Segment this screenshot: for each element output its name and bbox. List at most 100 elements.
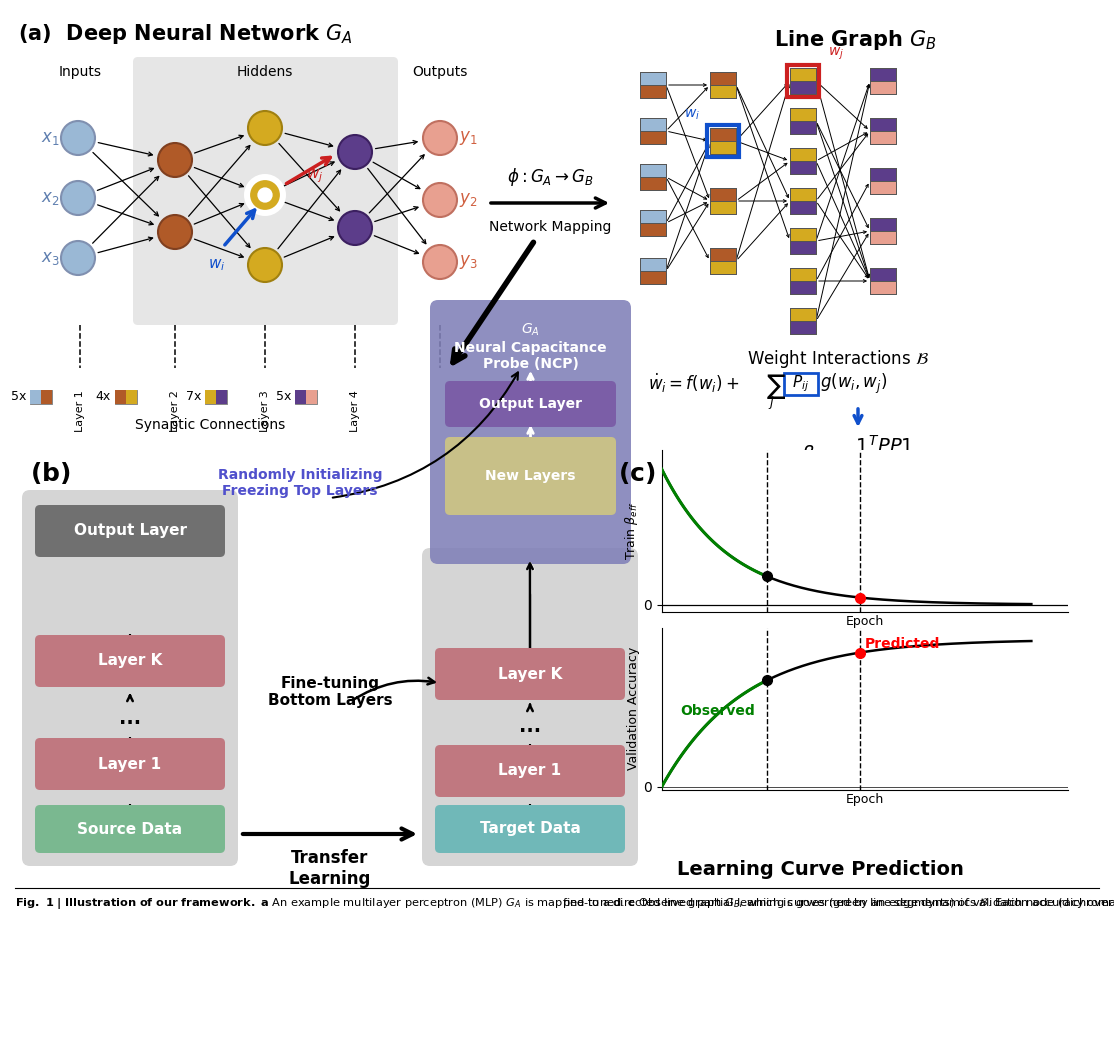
Bar [790, 81, 815, 94]
Bar [641, 131, 666, 144]
Bar [710, 72, 736, 98]
Bar [790, 268, 815, 294]
Text: $y_3$: $y_3$ [459, 253, 478, 271]
Bar [641, 177, 666, 190]
Bar [641, 258, 666, 285]
Bar [41, 390, 52, 404]
Text: Observed: Observed [681, 704, 755, 718]
Bar [870, 168, 896, 194]
FancyBboxPatch shape [434, 745, 625, 797]
Text: 5x: 5x [11, 390, 26, 404]
Bar [790, 321, 815, 334]
Text: Source Data: Source Data [78, 821, 183, 837]
Bar [870, 281, 896, 294]
Bar [790, 308, 815, 334]
Text: Outputs: Outputs [412, 65, 468, 79]
Bar [870, 218, 896, 244]
Bar [790, 308, 815, 321]
Text: $\bf{(b)}$: $\bf{(b)}$ [30, 460, 70, 486]
Text: Randomly Initializing
Freezing Top Layers: Randomly Initializing Freezing Top Layer… [217, 468, 382, 498]
Circle shape [257, 187, 273, 203]
Bar [710, 201, 736, 214]
Bar [790, 188, 815, 201]
Bar [641, 164, 666, 177]
Bar [790, 108, 815, 134]
FancyBboxPatch shape [133, 56, 398, 325]
Bar [710, 188, 736, 214]
Bar [641, 72, 666, 98]
Bar [790, 121, 815, 134]
Bar [30, 390, 41, 404]
FancyBboxPatch shape [444, 437, 616, 515]
Circle shape [423, 245, 457, 279]
Bar [870, 81, 896, 94]
Bar [115, 390, 137, 404]
Text: ...: ... [119, 708, 141, 728]
Bar [126, 390, 137, 404]
Text: $j$: $j$ [768, 394, 774, 411]
Bar [790, 161, 815, 174]
FancyBboxPatch shape [422, 548, 638, 866]
Circle shape [423, 121, 457, 155]
Text: $\phi : G_A \rightarrow G_B$: $\phi : G_A \rightarrow G_B$ [507, 166, 594, 188]
Text: Layer 3: Layer 3 [260, 390, 270, 432]
Text: 5x: 5x [275, 390, 291, 404]
Text: Layer 4: Layer 4 [350, 390, 360, 432]
Bar [641, 118, 666, 131]
Circle shape [61, 241, 95, 275]
Bar [870, 68, 896, 94]
Bar [710, 262, 736, 274]
Text: $x_2$: $x_2$ [41, 189, 59, 207]
FancyBboxPatch shape [430, 300, 631, 564]
Text: Inputs: Inputs [59, 65, 101, 79]
X-axis label: Epoch: Epoch [846, 615, 885, 628]
Bar [216, 390, 227, 404]
Text: Network Mapping: Network Mapping [489, 220, 612, 234]
Bar [641, 258, 666, 271]
FancyBboxPatch shape [35, 505, 225, 558]
Bar [641, 118, 666, 144]
Bar [707, 126, 739, 157]
Circle shape [248, 111, 282, 145]
Text: $g(w_i, w_j)$: $g(w_i, w_j)$ [820, 372, 888, 396]
Text: Learning Curve Prediction: Learning Curve Prediction [676, 860, 964, 879]
Bar [790, 268, 815, 281]
Text: Hiddens: Hiddens [237, 65, 293, 79]
Bar [790, 68, 815, 94]
Text: ...: ... [519, 717, 541, 735]
Circle shape [158, 215, 192, 249]
Bar [641, 210, 666, 223]
Text: $y_1$: $y_1$ [459, 129, 477, 147]
Bar [870, 118, 896, 144]
Text: $w_j$: $w_j$ [306, 167, 324, 184]
Text: 7x: 7x [186, 390, 201, 404]
Text: Predicted: Predicted [866, 637, 940, 652]
Bar [295, 390, 306, 404]
Text: $y_2$: $y_2$ [459, 191, 477, 209]
Bar [790, 281, 815, 294]
Bar [870, 131, 896, 144]
Bar [710, 128, 736, 154]
Bar [790, 241, 815, 254]
FancyBboxPatch shape [434, 649, 625, 700]
Bar [786, 65, 819, 97]
Circle shape [158, 143, 192, 177]
Text: Output Layer: Output Layer [479, 397, 582, 411]
Y-axis label: Train $\beta_{eff}$: Train $\beta_{eff}$ [624, 502, 641, 560]
Bar [870, 181, 896, 194]
Text: $\sum$: $\sum$ [766, 372, 786, 401]
Text: $\dot{w}_i = f(w_i) +$: $\dot{w}_i = f(w_i) +$ [648, 372, 740, 395]
Circle shape [244, 174, 286, 217]
Text: New Layers: New Layers [486, 469, 576, 483]
Text: Layer 2: Layer 2 [170, 390, 180, 432]
Text: $x_3$: $x_3$ [40, 249, 59, 267]
Bar [30, 390, 52, 404]
Text: Fine-tuning
Bottom Layers: Fine-tuning Bottom Layers [267, 676, 392, 708]
Circle shape [423, 183, 457, 217]
Text: Layer K: Layer K [98, 654, 163, 668]
Text: Weight Interactions $\mathcal{B}$: Weight Interactions $\mathcal{B}$ [747, 348, 929, 370]
Bar [790, 228, 815, 254]
Bar [205, 390, 216, 404]
Bar [710, 248, 736, 262]
Text: $\bf{(a)}$  Deep Neural Network $G_A$: $\bf{(a)}$ Deep Neural Network $G_A$ [18, 22, 353, 46]
